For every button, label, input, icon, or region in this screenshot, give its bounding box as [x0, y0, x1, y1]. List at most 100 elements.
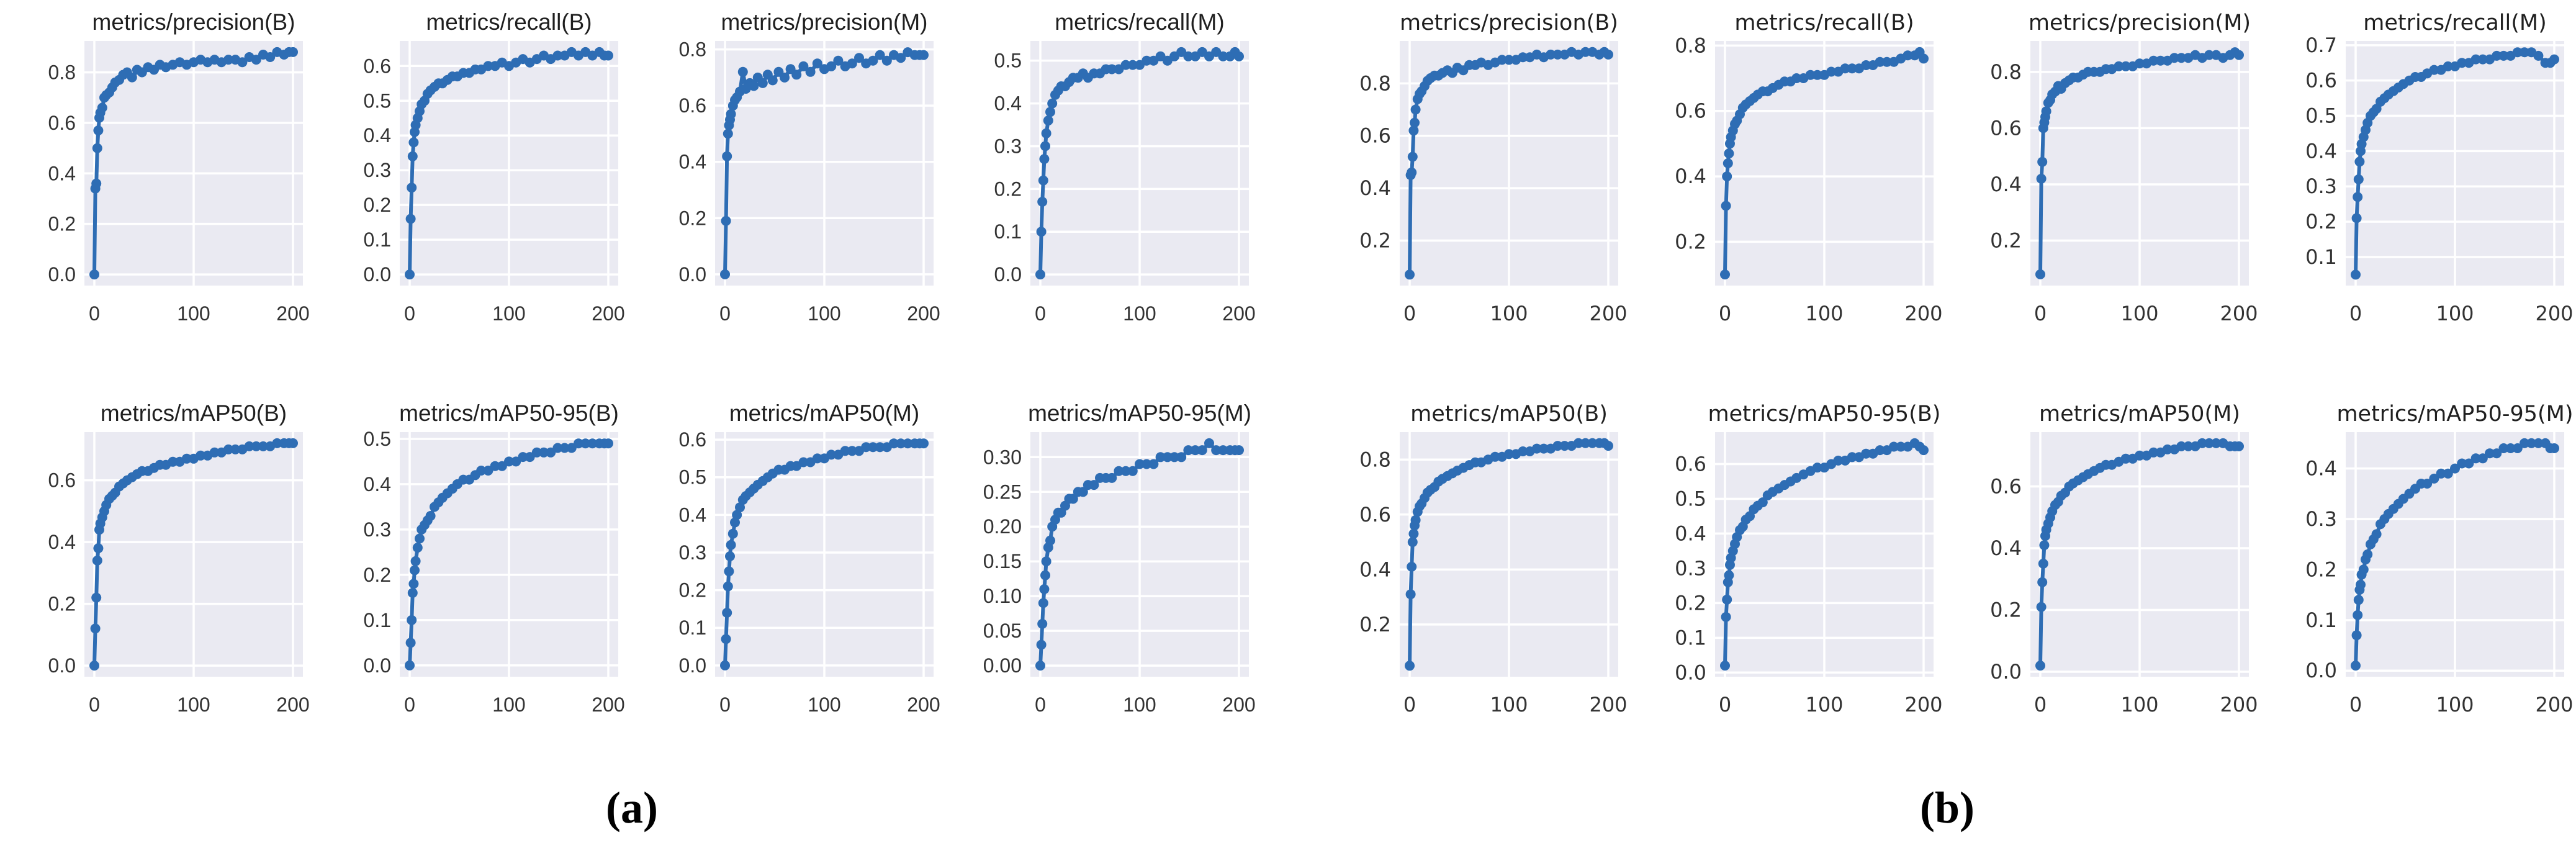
data-points: [2035, 438, 2244, 671]
chart-metrics-precision-m: metrics/precision(M) 0.0 0.2 0.4 0.6 0.8 0 100 2…: [634, 6, 945, 354]
data-points: [1720, 47, 1929, 280]
figure-row: metrics/precision(B) 0.0 0.2 0.4 0.6 0.8 0 100 2…: [4, 6, 2575, 833]
data-points: [720, 47, 929, 279]
data-points: [2035, 47, 2244, 279]
svg-text:0.2: 0.2: [364, 194, 391, 216]
svg-text:0.4: 0.4: [1359, 558, 1391, 581]
chart-metrics-precision-b: metrics/precision(B) 0.2 0.4 0.6 0.8 0 100 200: [1319, 6, 1629, 354]
svg-text:0.4: 0.4: [364, 124, 391, 147]
x-tick-labels: 0 100 200: [719, 302, 940, 325]
chart-title: metrics/precision(M): [2029, 11, 2251, 35]
chart-metrics-recall-m: metrics/recall(M) 0.1 0.2 0.3 0.4 0.5 0.6 0.7 0 1…: [2265, 6, 2575, 354]
data-points: [2351, 438, 2559, 671]
chart-title: metrics/mAP50-95(M): [1028, 400, 1251, 426]
svg-text:0.0: 0.0: [994, 263, 1022, 286]
svg-text:0: 0: [1403, 302, 1416, 325]
svg-text:100: 100: [2436, 302, 2474, 325]
svg-text:0.4: 0.4: [679, 504, 706, 526]
svg-text:0.4: 0.4: [1675, 165, 1706, 188]
chart-metrics-recall-b: metrics/recall(B) 0.2 0.4 0.6 0.8 0 100 200: [1634, 6, 1945, 354]
chart-canvas: metrics/mAP50(B) 0.0 0.2 0.4 0.6 0 100 200: [48, 400, 310, 716]
svg-text:100: 100: [1805, 693, 1843, 716]
svg-text:0.1: 0.1: [679, 616, 706, 639]
svg-text:0.2: 0.2: [364, 564, 391, 586]
svg-text:100: 100: [1490, 302, 1528, 325]
chart-metrics-map50-95-m: metrics/mAP50-95(M) 0.0 0.1 0.2 0.3 0.4 0 100 20…: [2265, 397, 2575, 745]
svg-text:200: 200: [1589, 693, 1627, 716]
svg-text:0.05: 0.05: [983, 620, 1022, 642]
data-points: [1035, 47, 1244, 280]
grid-lines: [715, 41, 934, 286]
chart-title: metrics/recall(M): [1055, 9, 1224, 35]
svg-text:0.5: 0.5: [679, 466, 706, 489]
svg-text:100: 100: [1123, 693, 1156, 716]
svg-text:100: 100: [177, 693, 210, 716]
svg-text:0: 0: [2034, 693, 2047, 716]
svg-text:0.3: 0.3: [679, 541, 706, 564]
y-tick-labels: 0.2 0.4 0.6 0.8: [1359, 71, 1391, 252]
y-tick-labels: 0.0 0.1 0.2 0.3 0.4 0.5: [364, 428, 391, 677]
svg-text:0.4: 0.4: [679, 151, 706, 173]
svg-text:200: 200: [1222, 693, 1255, 716]
svg-text:0.0: 0.0: [48, 654, 76, 677]
grid-lines: [2346, 41, 2564, 286]
svg-text:0.8: 0.8: [48, 61, 76, 83]
chart-metrics-map50-95-b: metrics/mAP50-95(B) 0.0 0.1 0.2 0.3 0.4 0.5 0 10…: [319, 397, 629, 745]
svg-text:0.4: 0.4: [1675, 522, 1706, 545]
chart-canvas: metrics/recall(B) 0.2 0.4 0.6 0.8 0 100 200: [1675, 11, 1942, 325]
svg-text:200: 200: [1222, 302, 1255, 325]
grid-lines: [715, 432, 934, 677]
svg-text:0.2: 0.2: [994, 178, 1022, 200]
chart-metrics-map50-95-m: metrics/mAP50-95(M) 0.00 0.05 0.10 0.15 0.20 0…: [950, 397, 1260, 745]
svg-text:0.0: 0.0: [679, 263, 706, 286]
svg-text:0.5: 0.5: [364, 428, 391, 450]
x-tick-labels: 0 100 200: [404, 302, 625, 325]
data-points: [89, 438, 298, 671]
svg-text:0: 0: [719, 302, 731, 325]
svg-text:0.1: 0.1: [364, 228, 391, 251]
svg-text:0: 0: [404, 693, 415, 716]
chart-canvas: metrics/recall(M) 0.0 0.1 0.2 0.3 0.4 0.5 0 100 2…: [994, 9, 1256, 325]
svg-text:0.1: 0.1: [2305, 245, 2337, 269]
x-tick-labels: 0 100 200: [2034, 693, 2258, 716]
svg-text:0.00: 0.00: [983, 654, 1022, 677]
svg-text:0.4: 0.4: [364, 473, 391, 495]
data-points: [405, 438, 613, 671]
svg-text:200: 200: [276, 693, 309, 716]
svg-text:0: 0: [89, 302, 100, 325]
svg-text:0.6: 0.6: [364, 55, 391, 77]
svg-text:0.2: 0.2: [48, 593, 76, 615]
svg-text:0.6: 0.6: [679, 94, 706, 117]
x-tick-labels: 0 100 200: [404, 693, 625, 716]
svg-text:0.3: 0.3: [364, 518, 391, 541]
svg-text:0.6: 0.6: [679, 428, 706, 451]
chart-metrics-precision-b: metrics/precision(B) 0.0 0.2 0.4 0.6 0.8 0 100 2…: [4, 6, 314, 354]
svg-text:0.4: 0.4: [1990, 173, 2022, 196]
svg-text:0.0: 0.0: [679, 654, 706, 677]
svg-text:0.1: 0.1: [2305, 608, 2337, 632]
data-points: [405, 47, 613, 280]
x-tick-labels: 0 100 200: [2349, 302, 2574, 325]
chart-canvas: metrics/mAP50-95(B) 0.0 0.1 0.2 0.3 0.4 0.5 0 10…: [364, 400, 625, 716]
svg-text:100: 100: [808, 693, 840, 716]
svg-text:0.8: 0.8: [679, 38, 706, 61]
charts-grid: metrics/precision(B) 0.0 0.2 0.4 0.6 0.8 0 100 2…: [4, 6, 1260, 745]
svg-text:0.3: 0.3: [994, 135, 1022, 157]
svg-text:0.2: 0.2: [2305, 210, 2337, 233]
svg-text:100: 100: [2436, 693, 2474, 716]
y-tick-labels: 0.0 0.2 0.4 0.6: [48, 469, 76, 677]
chart-title: metrics/recall(M): [2363, 11, 2547, 35]
grid-lines: [84, 432, 303, 677]
x-tick-labels: 0 100 200: [2034, 302, 2258, 325]
svg-text:0.6: 0.6: [2305, 69, 2337, 93]
chart-metrics-map50-m: metrics/mAP50(M) 0.0 0.1 0.2 0.3 0.4 0.5 0.6 0 10…: [634, 397, 945, 745]
svg-text:0: 0: [1403, 693, 1416, 716]
x-tick-labels: 0 100 200: [89, 302, 310, 325]
svg-text:0.7: 0.7: [2305, 34, 2337, 57]
svg-text:100: 100: [1490, 693, 1528, 716]
x-tick-labels: 0 100 200: [719, 693, 940, 716]
svg-text:0.30: 0.30: [983, 446, 1022, 468]
svg-text:0.2: 0.2: [1359, 613, 1391, 636]
svg-text:0.4: 0.4: [2305, 457, 2337, 481]
svg-text:0.6: 0.6: [48, 112, 76, 134]
